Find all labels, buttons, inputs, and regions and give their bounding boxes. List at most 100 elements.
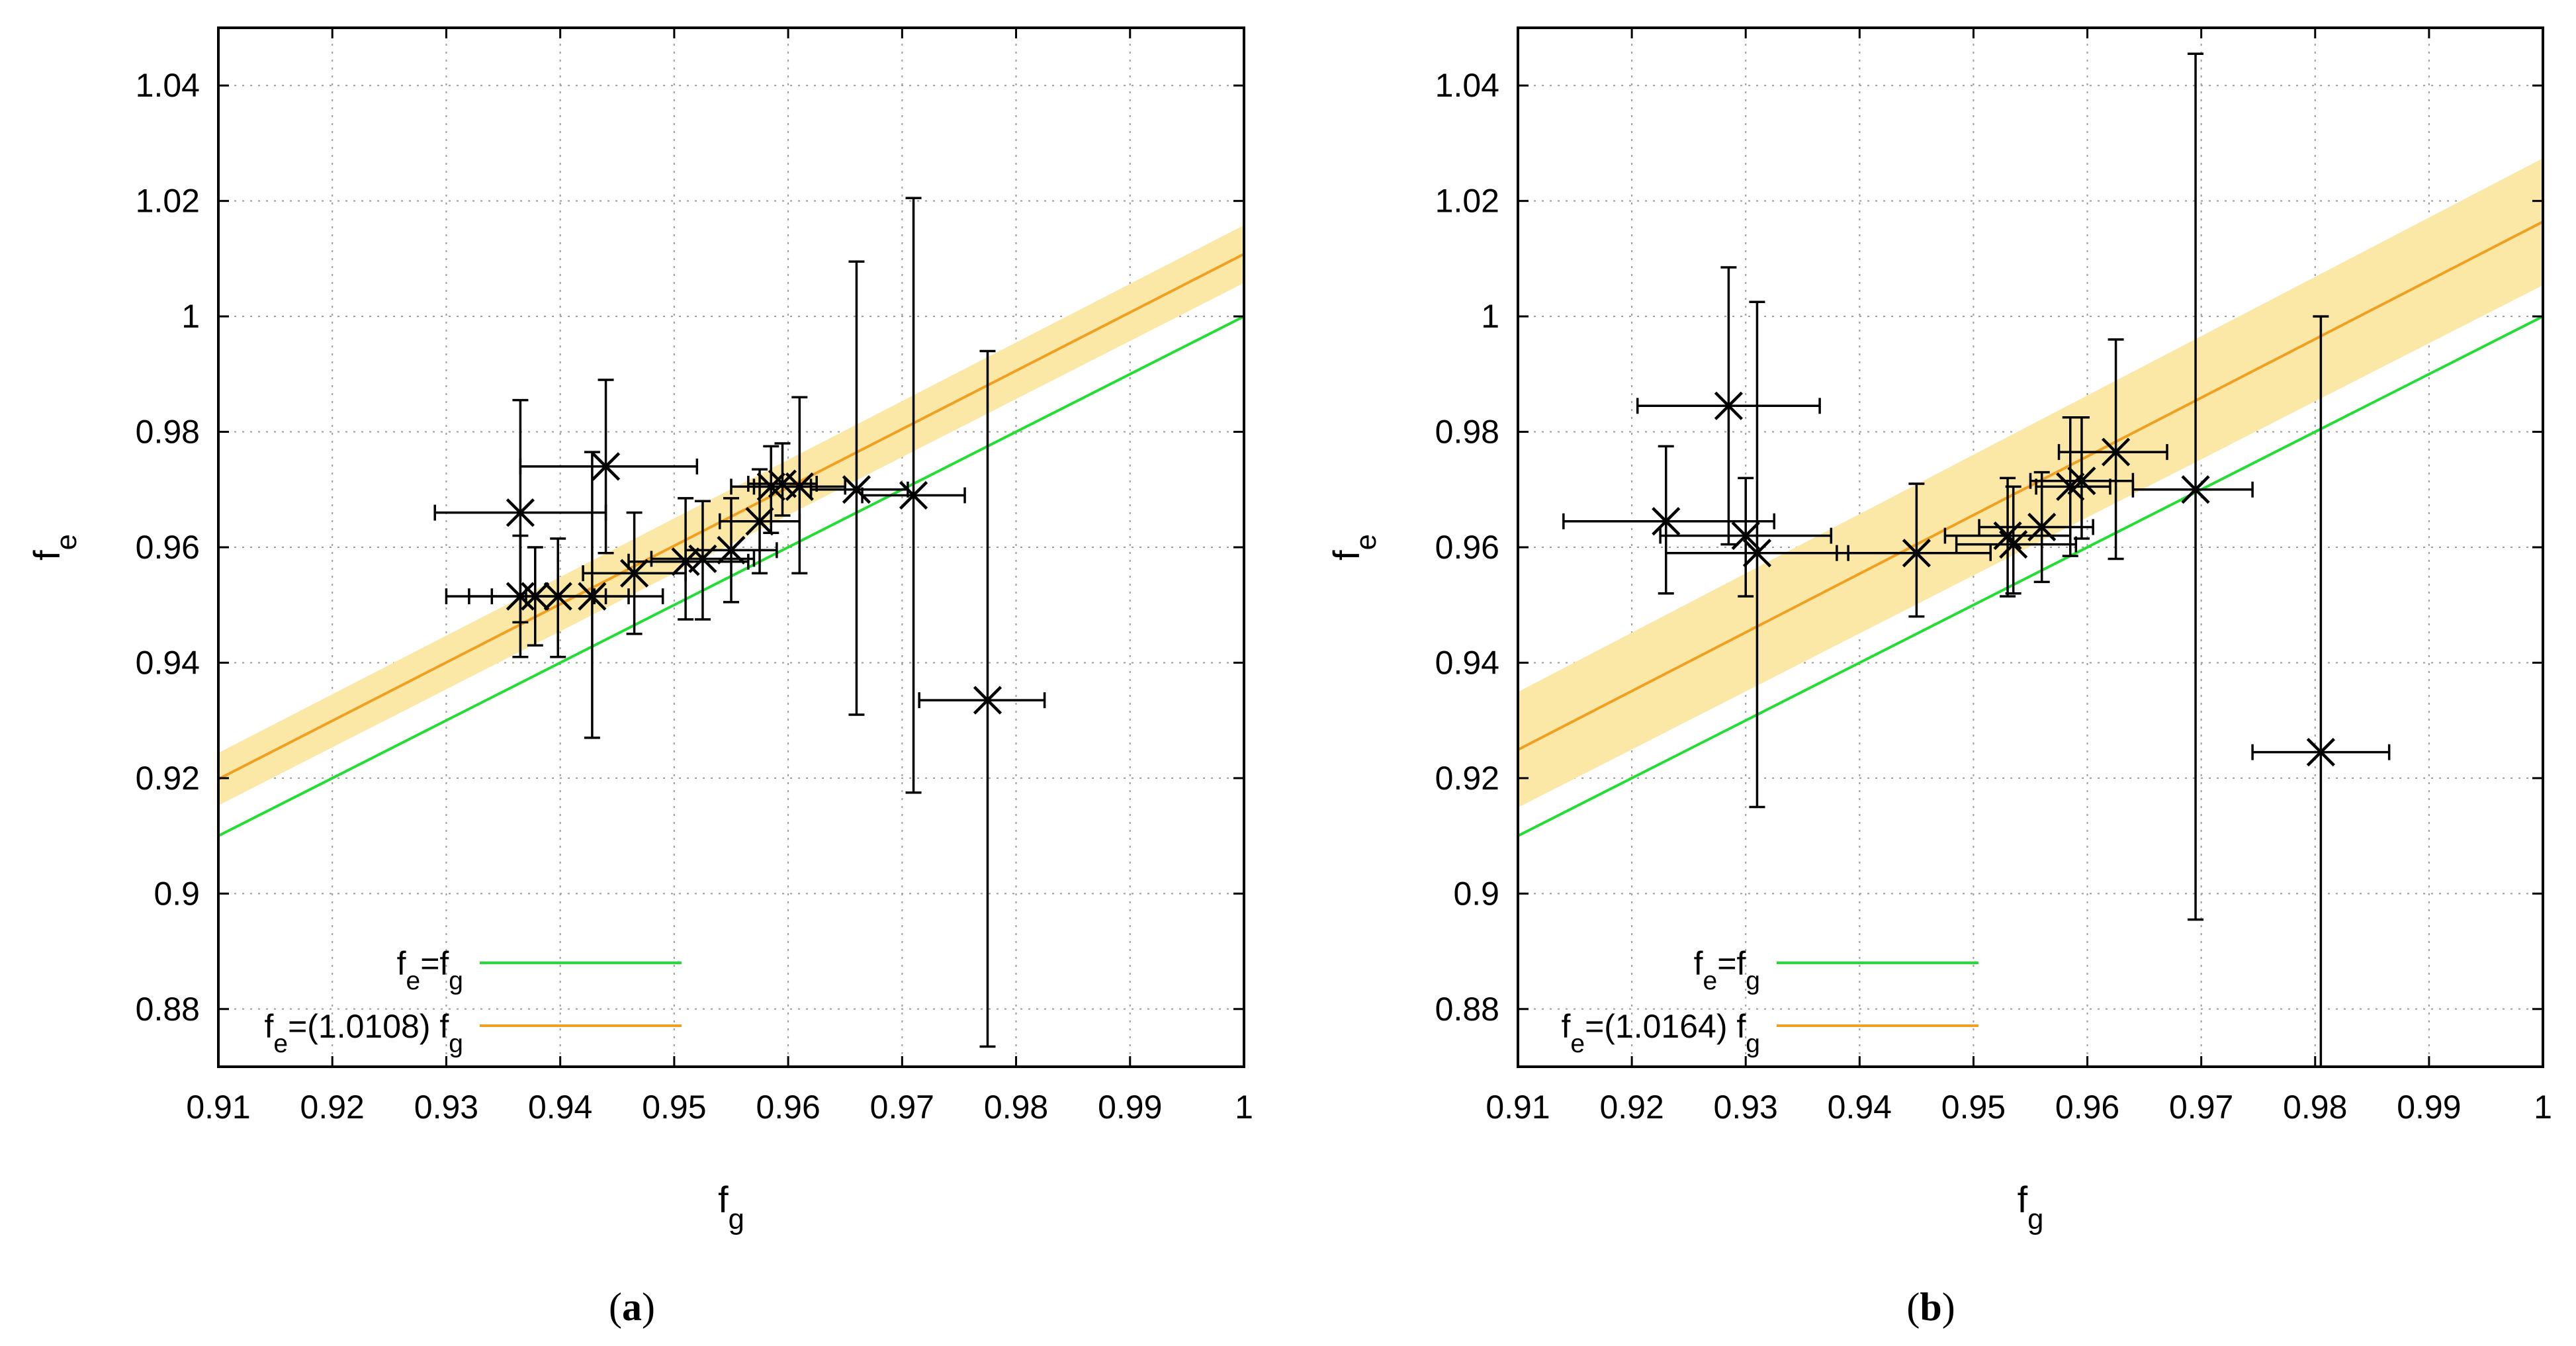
x-marker-stroke <box>2181 475 2210 504</box>
x-marker-stroke <box>745 507 774 536</box>
x-tick-label: 0.98 <box>2283 1089 2347 1126</box>
data-point <box>1562 445 1775 595</box>
y-tick-label: 0.94 <box>1435 644 1499 681</box>
x-marker-stroke <box>2067 467 2096 496</box>
x-tick-label: 0.94 <box>528 1089 592 1126</box>
x-tick-label: 0.98 <box>984 1089 1048 1126</box>
x-marker-stroke <box>620 559 649 588</box>
x-marker-stroke <box>2101 437 2131 467</box>
legend-label-fit: fe=(1.0164) fg <box>1561 1008 1760 1058</box>
legend-label-identity: fe=fg <box>1694 945 1760 995</box>
x-tick-label: 0.96 <box>756 1089 820 1126</box>
x-marker-stroke <box>2027 512 2057 542</box>
y-tick-label: 0.96 <box>1435 529 1499 566</box>
data-point <box>752 396 846 574</box>
x-tick-label: 0.99 <box>2397 1089 2461 1126</box>
x-marker-stroke <box>1652 507 1681 536</box>
x-tick-label: 0.94 <box>1828 1089 1892 1126</box>
x-marker-stroke <box>1902 539 1931 568</box>
y-tick-label: 0.94 <box>136 644 200 681</box>
plot-area <box>1518 52 2543 1067</box>
x-tick-label: 0.99 <box>1098 1089 1162 1126</box>
x-tick-label: 0.91 <box>186 1089 250 1126</box>
y-tick-label: 1 <box>181 298 200 335</box>
plot-frame <box>1517 26 2544 1068</box>
y-tick-label: 1.02 <box>1435 183 1499 220</box>
y-tick-label: 1.04 <box>136 67 200 104</box>
x-tick-label: 0.96 <box>2055 1089 2119 1126</box>
data-point <box>2131 52 2254 921</box>
y-tick-label: 1.04 <box>1435 67 1499 104</box>
data-point <box>861 197 966 794</box>
x-marker-stroke <box>973 686 1002 715</box>
data-point <box>1978 471 2094 584</box>
y-tick-label: 0.92 <box>136 760 200 797</box>
x-axis-title: fg <box>718 1179 744 1235</box>
legend: fe=fg fe=(1.0164) fg <box>1561 945 1978 1058</box>
grid <box>1518 28 2543 1067</box>
x-tick-label: 0.97 <box>870 1089 934 1126</box>
x-marker-stroke <box>768 469 797 498</box>
x-marker-stroke <box>506 498 535 527</box>
panel-caption: (b) <box>1906 1285 1955 1329</box>
data-point <box>684 497 778 604</box>
x-tick-label: 0.97 <box>2169 1089 2233 1126</box>
x-marker-stroke <box>2306 738 2335 767</box>
x-marker-stroke <box>785 472 814 502</box>
x-marker-stroke <box>899 480 928 510</box>
data-point <box>719 468 801 574</box>
x-tick-label: 1 <box>2534 1089 2552 1126</box>
data-point <box>2251 315 2391 1067</box>
x-marker-stroke <box>1731 521 1760 551</box>
data-point <box>809 260 909 716</box>
y-tick-label: 0.98 <box>1435 414 1499 451</box>
x-marker-stroke <box>671 547 700 576</box>
panel-a-chart: 0.91 0.92 0.93 0.94 0.95 0.96 0.97 0.98 0.99 10.8… <box>26 26 1253 1329</box>
data-point <box>1636 266 1821 546</box>
x-marker-stroke <box>591 452 621 481</box>
data-point <box>1836 482 1992 618</box>
y-tick-label: 0.92 <box>1435 760 1499 797</box>
y-axis-title: fe <box>1325 534 1382 561</box>
identity-line <box>1518 315 2543 837</box>
panel-caption: (a) <box>609 1285 655 1329</box>
x-marker-stroke <box>717 535 746 564</box>
x-tick-label: 0.92 <box>1599 1089 1664 1126</box>
y-tick-label: 0.88 <box>136 991 200 1028</box>
plot-area <box>218 197 1244 1048</box>
data-point <box>650 500 756 621</box>
x-axis-title: fg <box>2018 1179 2044 1235</box>
panel-b-chart: 0.91 0.92 0.93 0.94 0.95 0.96 0.97 0.98 0.99 10.8… <box>1325 26 2552 1329</box>
x-tick-label: 0.95 <box>642 1089 706 1126</box>
y-tick-label: 0.96 <box>136 529 200 566</box>
x-marker-stroke <box>1999 530 2028 559</box>
y-tick-label: 0.9 <box>154 875 200 912</box>
y-tick-label: 0.88 <box>1435 991 1499 1028</box>
grid <box>218 28 1244 1067</box>
x-tick-label: 0.93 <box>1714 1089 1778 1126</box>
x-marker-stroke <box>1742 539 1772 568</box>
y-tick-label: 1 <box>1481 298 1499 335</box>
data-point <box>1955 485 2078 595</box>
x-tick-label: 0.93 <box>414 1089 478 1126</box>
x-marker-stroke <box>842 475 871 504</box>
data-point <box>2057 338 2168 561</box>
y-tick-label: 1.02 <box>136 183 200 220</box>
legend-label-fit: fe=(1.0108) fg <box>264 1008 463 1058</box>
y-tick-label: 0.9 <box>1453 875 1499 912</box>
legend: fe=fg fe=(1.0108) fg <box>264 945 682 1058</box>
legend-label-identity: fe=fg <box>397 945 463 995</box>
data-point <box>519 379 699 555</box>
y-axis-title: fe <box>26 534 83 561</box>
x-marker-stroke <box>578 582 607 611</box>
data-point <box>525 451 664 739</box>
y-tick-label: 0.98 <box>136 414 200 451</box>
x-tick-label: 0.91 <box>1486 1089 1550 1126</box>
x-tick-label: 1 <box>1235 1089 1253 1126</box>
x-tick-label: 0.95 <box>1941 1089 2006 1126</box>
x-tick-label: 0.92 <box>300 1089 365 1126</box>
data-point <box>582 511 687 635</box>
x-marker-stroke <box>1714 391 1743 420</box>
data-point <box>918 349 1046 1048</box>
